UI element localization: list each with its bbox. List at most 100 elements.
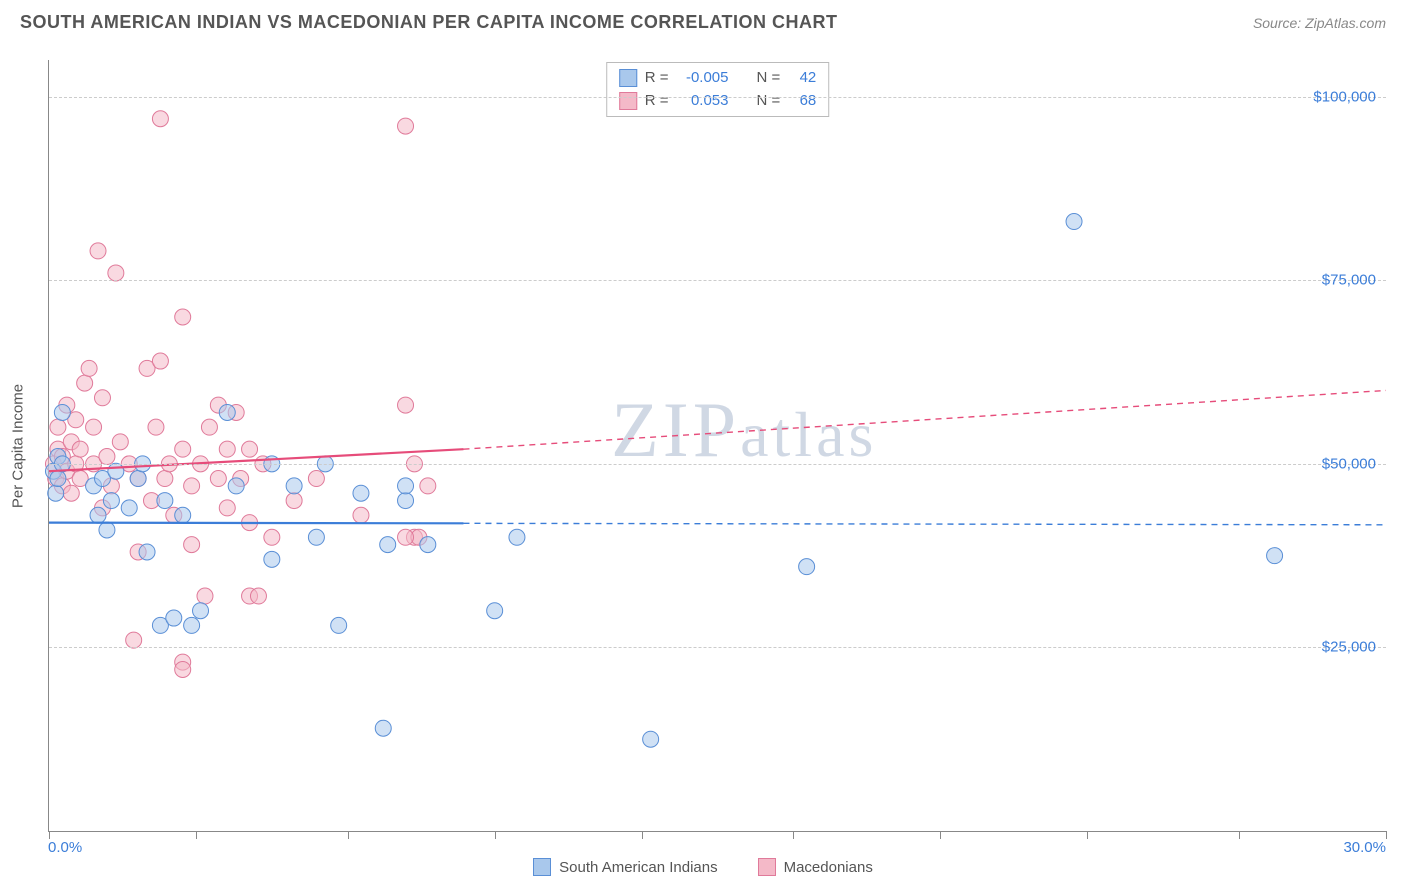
stats-r-value-2: 0.053 (677, 90, 729, 113)
x-tick (196, 831, 197, 839)
stats-legend-box: R = -0.005 N = 42 R = 0.053 N = 68 (606, 62, 830, 117)
scatter-point (184, 478, 200, 494)
scatter-point (175, 441, 191, 457)
scatter-point (264, 529, 280, 545)
scatter-point (108, 463, 124, 479)
scatter-point (398, 118, 414, 134)
y-tick-label: $25,000 (1322, 639, 1376, 656)
scatter-point (72, 441, 88, 457)
scatter-point (184, 617, 200, 633)
gridline (49, 464, 1386, 465)
scatter-point (126, 632, 142, 648)
stats-n-label-2: N = (757, 90, 781, 113)
scatter-point (398, 397, 414, 413)
scatter-point (148, 419, 164, 435)
scatter-point (90, 507, 106, 523)
scatter-point (487, 603, 503, 619)
scatter-point (308, 529, 324, 545)
scatter-point (166, 610, 182, 626)
scatter-point (799, 559, 815, 575)
scatter-point (99, 449, 115, 465)
scatter-point (103, 493, 119, 509)
scatter-point (398, 493, 414, 509)
scatter-svg (49, 60, 1386, 831)
scatter-point (157, 471, 173, 487)
scatter-point (308, 471, 324, 487)
gridline (49, 280, 1386, 281)
y-tick-label: $50,000 (1322, 455, 1376, 472)
scatter-point (77, 375, 93, 391)
y-tick-label: $75,000 (1322, 272, 1376, 289)
scatter-point (94, 390, 110, 406)
scatter-point (219, 500, 235, 516)
scatter-point (108, 265, 124, 281)
scatter-point (193, 603, 209, 619)
stats-row-series1: R = -0.005 N = 42 (619, 67, 817, 90)
scatter-point (398, 529, 414, 545)
scatter-point (112, 434, 128, 450)
scatter-point (152, 111, 168, 127)
scatter-point (1066, 214, 1082, 230)
scatter-point (54, 404, 70, 420)
scatter-point (130, 471, 146, 487)
scatter-point (201, 419, 217, 435)
legend-swatch-series1 (533, 858, 551, 876)
scatter-point (63, 485, 79, 501)
scatter-point (219, 404, 235, 420)
scatter-point (90, 243, 106, 259)
scatter-point (420, 478, 436, 494)
scatter-point (286, 493, 302, 509)
scatter-point (375, 720, 391, 736)
x-tick (1386, 831, 1387, 839)
trend-line-solid (49, 523, 463, 524)
source-prefix: Source: (1253, 15, 1305, 31)
legend-label-series2: Macedonians (784, 859, 873, 876)
scatter-point (250, 588, 266, 604)
gridline (49, 647, 1386, 648)
stats-r-label-2: R = (645, 90, 669, 113)
scatter-point (81, 360, 97, 376)
trend-line-dashed (463, 390, 1386, 449)
y-tick-label: $100,000 (1313, 88, 1376, 105)
scatter-point (228, 478, 244, 494)
scatter-point (152, 353, 168, 369)
scatter-point (99, 522, 115, 538)
scatter-point (331, 617, 347, 633)
chart-header: SOUTH AMERICAN INDIAN VS MACEDONIAN PER … (0, 0, 1406, 41)
scatter-point (242, 441, 258, 457)
y-axis-label: Per Capita Income (10, 384, 27, 508)
x-tick (49, 831, 50, 839)
x-tick-label-right: 30.0% (1343, 839, 1386, 856)
stats-n-value-2: 68 (788, 90, 816, 113)
x-tick (495, 831, 496, 839)
x-tick (1239, 831, 1240, 839)
source-name: ZipAtlas.com (1305, 15, 1386, 31)
scatter-point (157, 493, 173, 509)
stats-r-value-1: -0.005 (677, 67, 729, 90)
scatter-point (184, 537, 200, 553)
scatter-point (175, 507, 191, 523)
scatter-point (48, 485, 64, 501)
stats-r-label-1: R = (645, 67, 669, 90)
legend-swatch-series2 (758, 858, 776, 876)
legend-label-series1: South American Indians (559, 859, 717, 876)
chart-source: Source: ZipAtlas.com (1253, 15, 1386, 31)
stats-n-value-1: 42 (788, 67, 816, 90)
stats-n-label-1: N = (757, 67, 781, 90)
scatter-point (264, 551, 280, 567)
scatter-point (219, 441, 235, 457)
scatter-point (286, 478, 302, 494)
scatter-point (380, 537, 396, 553)
x-tick-label-left: 0.0% (48, 839, 82, 856)
scatter-point (121, 500, 137, 516)
scatter-point (50, 419, 66, 435)
chart-title: SOUTH AMERICAN INDIAN VS MACEDONIAN PER … (20, 12, 838, 33)
scatter-point (509, 529, 525, 545)
stats-swatch-series2 (619, 92, 637, 110)
x-tick (940, 831, 941, 839)
scatter-point (139, 544, 155, 560)
scatter-point (1267, 548, 1283, 564)
x-tick (793, 831, 794, 839)
scatter-point (353, 485, 369, 501)
scatter-point (175, 309, 191, 325)
